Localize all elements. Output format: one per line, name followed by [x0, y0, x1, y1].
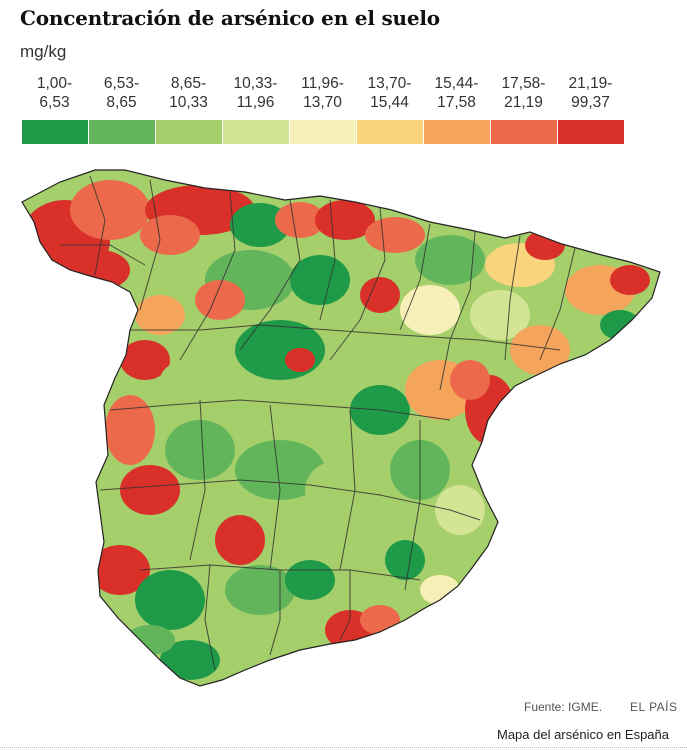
legend-swatch — [289, 120, 356, 144]
legend-range-label: 15,44- 17,58 — [434, 75, 479, 111]
legend-swatch — [356, 120, 423, 144]
legend-item: 10,33- 11,96 — [222, 74, 289, 144]
legend-range-label: 21,19- 99,37 — [568, 75, 613, 111]
legend-item: 1,00- 6,53 — [21, 74, 88, 144]
legend-swatch — [423, 120, 490, 144]
legend-range-label: 1,00- 6,53 — [36, 75, 73, 111]
legend-swatch — [557, 120, 624, 144]
unit-label: mg/kg — [20, 42, 67, 61]
map-title: Concentración de arsénico en el suelo — [20, 6, 440, 30]
legend-range-label: 11,96- 13,70 — [301, 75, 344, 111]
legend-swatch — [490, 120, 557, 144]
legend-item: 11,96- 13,70 — [289, 74, 356, 144]
legend-item: 8,65- 10,33 — [155, 74, 222, 144]
legend-swatch — [222, 120, 289, 144]
legend-range-label: 10,33- 11,96 — [233, 75, 278, 111]
legend-swatch — [88, 120, 155, 144]
legend-item: 13,70- 15,44 — [356, 74, 423, 144]
province-borders — [60, 175, 576, 671]
legend-item: 21,19- 99,37 — [557, 74, 624, 144]
concentration-patches — [22, 180, 650, 680]
spain-arsenic-map — [21, 169, 661, 687]
image-caption: Mapa del arsénico en España — [496, 727, 669, 742]
legend-range-label: 8,65- 10,33 — [169, 75, 208, 111]
legend-swatch — [155, 120, 222, 144]
caption-divider — [0, 747, 687, 749]
color-legend: 1,00- 6,53 6,53- 8,65 8,65- 10,33 10,33- 11,… — [21, 74, 624, 144]
legend-item: 15,44- 17,58 — [423, 74, 490, 144]
legend-item: 6,53- 8,65 — [88, 74, 155, 144]
publisher-brand: EL PAÍS — [630, 700, 678, 714]
legend-range-label: 6,53- 8,65 — [103, 75, 140, 111]
spain-outline — [21, 169, 661, 687]
legend-swatch — [21, 120, 88, 144]
legend-range-label: 13,70- 15,44 — [367, 75, 412, 111]
legend-range-label: 17,58- 21,19 — [501, 75, 546, 111]
legend-item: 17,58- 21,19 — [490, 74, 557, 144]
source-note: Fuente: IGME. — [524, 700, 603, 714]
